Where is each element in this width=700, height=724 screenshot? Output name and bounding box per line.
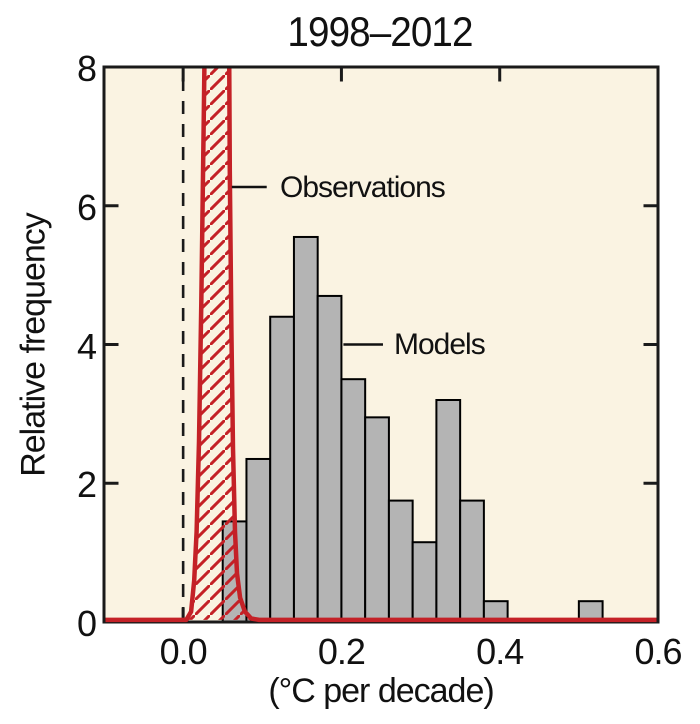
model-histogram-bar <box>316 294 343 623</box>
y-tick-label-4: 4 <box>76 325 97 367</box>
model-histogram-bar <box>387 499 414 623</box>
observations-hatch-fill <box>105 68 657 620</box>
x-tick-label-0.6: 0.6 <box>634 631 682 672</box>
observations-layer <box>105 68 657 623</box>
model-histogram-bar <box>269 315 295 623</box>
model-histogram-bar <box>435 399 462 623</box>
x-axis-title: (°C per decade) <box>268 672 494 710</box>
model-histogram-bar <box>364 416 390 623</box>
models-annotation-label: Models <box>394 328 486 361</box>
y-tick-label-2: 2 <box>76 464 97 506</box>
chart-title: 1998–2012 <box>287 8 473 55</box>
model-histogram-bar <box>411 541 438 623</box>
y-tick-label-6: 6 <box>76 186 97 228</box>
model-histogram-bar <box>292 235 319 623</box>
observations-annotation-label: Observations <box>280 171 446 204</box>
model-histogram-bar <box>340 378 367 623</box>
model-histogram-bar <box>245 457 272 623</box>
y-tick-label-0: 0 <box>76 603 97 644</box>
x-tick-label-0.2: 0.2 <box>317 631 366 672</box>
y-tick-label-8: 8 <box>76 48 97 89</box>
x-tick-label-0.0: 0.0 <box>159 631 208 672</box>
x-tick-label-0.4: 0.4 <box>476 631 524 672</box>
observations-curve <box>105 68 657 623</box>
model-histogram-bar <box>459 499 485 623</box>
